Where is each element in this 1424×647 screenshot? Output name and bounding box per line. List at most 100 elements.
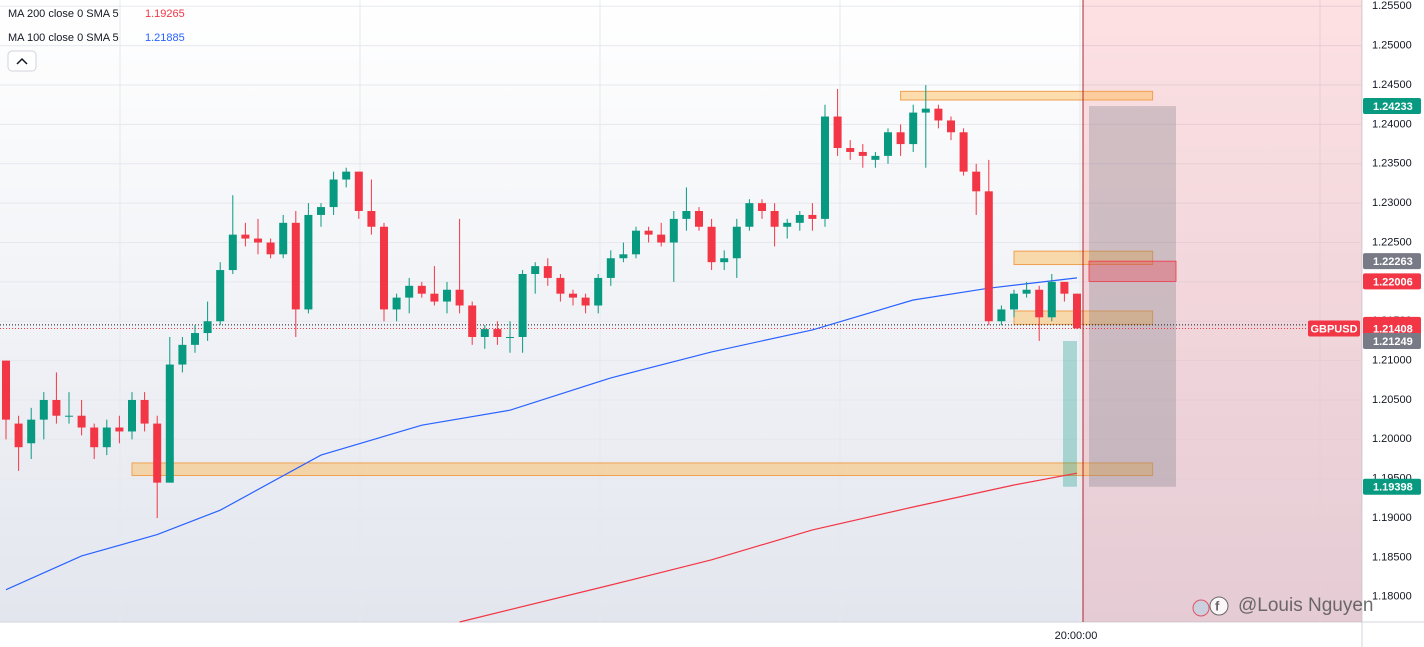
legend-value: 1.21885 xyxy=(145,32,185,44)
price-tag-label: 1.24233 xyxy=(1373,101,1413,113)
candle-body xyxy=(1060,281,1069,294)
candle-body xyxy=(846,148,855,152)
candle-body xyxy=(1073,293,1081,329)
candle-body xyxy=(871,155,880,160)
candle-body xyxy=(39,399,48,420)
y-tick-label: 1.20500 xyxy=(1372,394,1412,406)
svg-text:f: f xyxy=(1215,598,1220,613)
candle-body xyxy=(493,329,502,337)
candle-body xyxy=(518,273,527,337)
candle-body xyxy=(972,171,981,192)
candle-body xyxy=(455,289,464,306)
candle-body xyxy=(783,222,792,227)
candle-body xyxy=(581,297,590,306)
candle-body xyxy=(443,289,451,302)
y-tick-label: 1.21000 xyxy=(1372,355,1412,367)
candle-body xyxy=(758,203,766,212)
candle-body xyxy=(380,226,388,310)
candle-body xyxy=(102,427,111,448)
collapse-button[interactable] xyxy=(7,50,37,72)
price-tag xyxy=(1363,320,1421,337)
candle-body xyxy=(304,214,313,310)
candle-body xyxy=(354,171,363,212)
time-axis xyxy=(0,622,1362,647)
candle-body xyxy=(808,214,817,219)
position-box xyxy=(1089,106,1176,487)
candle-body xyxy=(896,132,905,145)
candle-body xyxy=(216,270,225,322)
moving-average xyxy=(459,472,1078,623)
candle-body xyxy=(745,203,754,227)
candle-body xyxy=(279,222,288,255)
candle-body xyxy=(594,277,603,306)
y-tick-label: 1.18000 xyxy=(1372,591,1412,603)
candle-body xyxy=(543,266,552,278)
candle-body xyxy=(191,333,199,345)
candle-body xyxy=(506,336,514,338)
price-tag xyxy=(1363,273,1421,290)
candle-body xyxy=(657,234,666,243)
watermark-text: @Louis Nguyen xyxy=(1238,595,1373,616)
candle-body xyxy=(392,297,401,310)
price-tag xyxy=(1363,253,1421,270)
candle-body xyxy=(632,230,640,255)
zone xyxy=(131,462,1154,477)
candle-body xyxy=(606,258,615,278)
y-tick-label: 1.23500 xyxy=(1372,158,1412,170)
y-tick-label: 1.24500 xyxy=(1372,79,1412,91)
candle-body xyxy=(1047,281,1056,318)
candle-body xyxy=(65,415,73,417)
candle-body xyxy=(266,242,275,255)
candle-body xyxy=(909,112,918,145)
y-tick-label: 1.18500 xyxy=(1372,551,1412,563)
candle-body xyxy=(833,116,842,149)
candle-body xyxy=(795,214,804,223)
candle-body xyxy=(14,423,23,448)
candle-body xyxy=(128,399,136,432)
candle-body xyxy=(317,207,325,215)
candle-body xyxy=(569,293,577,298)
candle-body xyxy=(254,238,262,243)
candle-body xyxy=(153,423,162,483)
zone xyxy=(900,90,1154,101)
candle-body xyxy=(619,254,628,259)
price-tag xyxy=(1363,478,1421,495)
candle-body xyxy=(1035,289,1044,318)
candle-body xyxy=(921,108,930,113)
candle-body xyxy=(707,226,716,263)
y-tick-label: 1.23000 xyxy=(1372,197,1412,209)
candle-body xyxy=(115,427,124,432)
candle-body xyxy=(480,329,489,337)
symbol-tag xyxy=(1308,320,1360,337)
stop-box xyxy=(1088,260,1177,282)
time-label: 20:00:00 xyxy=(1055,630,1098,642)
candle-body xyxy=(417,285,426,294)
y-tick-label: 1.19000 xyxy=(1372,512,1412,524)
candle-body xyxy=(556,277,565,294)
candle-body xyxy=(90,427,99,448)
candle-body xyxy=(2,360,10,420)
candle-body xyxy=(644,230,653,235)
price-tag-label: 1.22006 xyxy=(1373,276,1413,288)
candle-body xyxy=(329,179,338,208)
profit-box xyxy=(1063,340,1077,487)
candle-body xyxy=(682,211,691,219)
candle-body xyxy=(858,151,867,156)
candle-body xyxy=(934,108,943,121)
candle-body xyxy=(821,116,829,219)
candle-body xyxy=(947,120,955,133)
price-tag xyxy=(1363,98,1421,115)
candle-body xyxy=(178,344,187,365)
candle-body xyxy=(669,218,678,243)
legend-name: MA 200 close 0 SMA 5 xyxy=(8,8,119,20)
price-tag-label: 1.19398 xyxy=(1373,482,1413,494)
candle-body xyxy=(140,399,149,424)
candle-body xyxy=(468,305,477,337)
candle-body xyxy=(241,234,250,239)
y-tick-label: 1.24000 xyxy=(1372,118,1412,130)
y-tick-label: 1.25000 xyxy=(1372,40,1412,52)
candle-body xyxy=(770,211,779,227)
candle-body xyxy=(228,234,237,271)
candle-body xyxy=(77,415,86,428)
